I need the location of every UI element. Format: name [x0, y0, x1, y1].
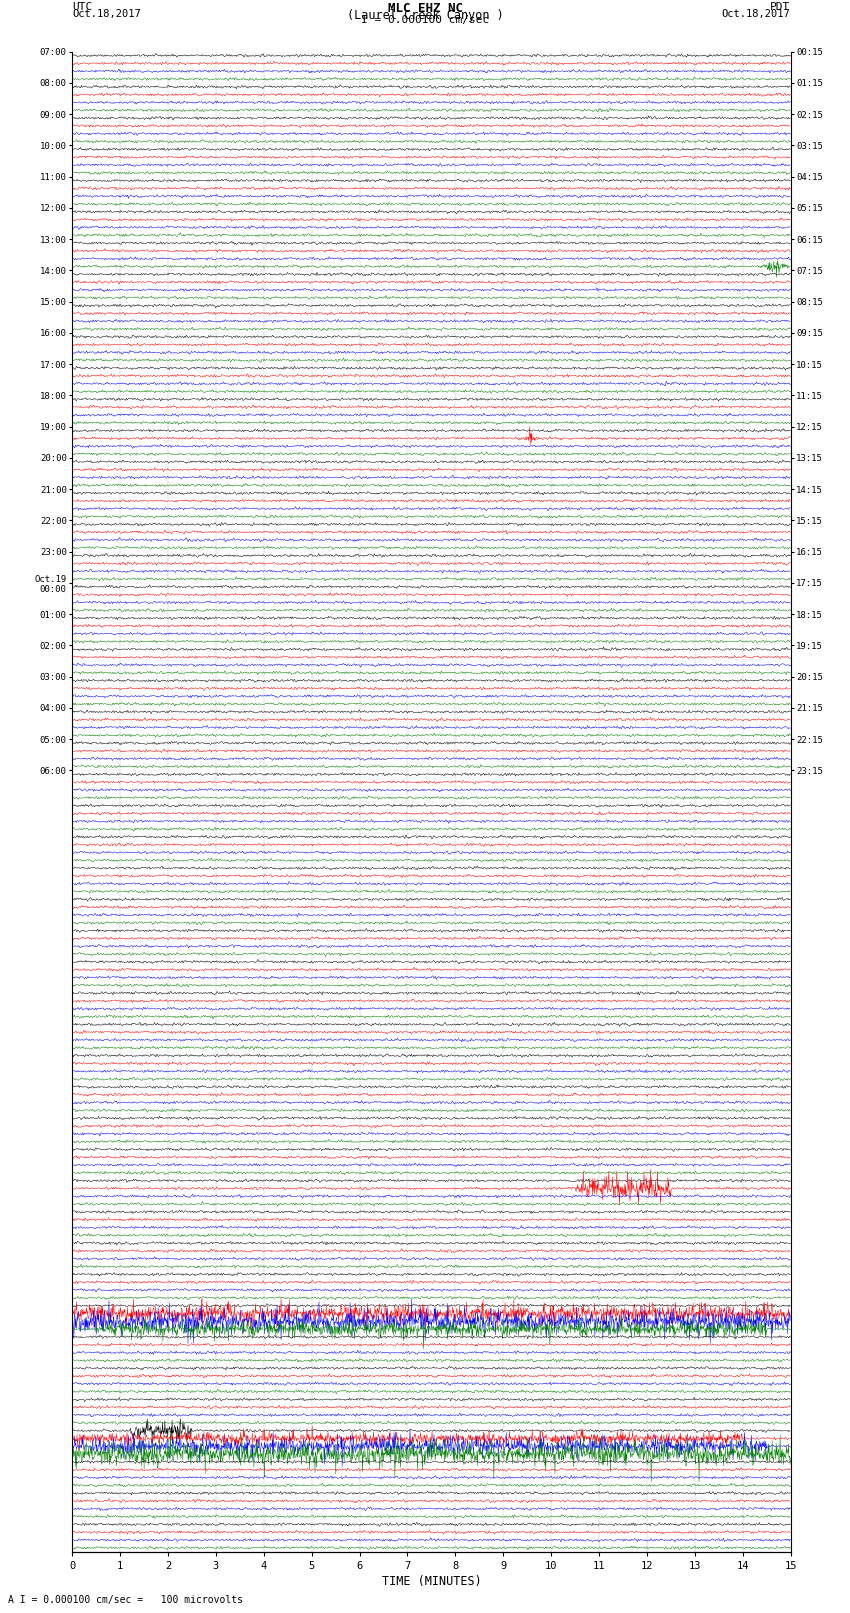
Text: Oct.18,2017: Oct.18,2017 — [722, 10, 790, 19]
Text: UTC: UTC — [72, 3, 93, 13]
Text: PDT: PDT — [770, 3, 790, 13]
Text: MLC EHZ NC: MLC EHZ NC — [388, 3, 462, 16]
Text: I = 0.000100 cm/sec: I = 0.000100 cm/sec — [361, 16, 489, 26]
X-axis label: TIME (MINUTES): TIME (MINUTES) — [382, 1574, 481, 1587]
Text: (Laurel Creek Canyon ): (Laurel Creek Canyon ) — [347, 10, 503, 23]
Text: Oct.18,2017: Oct.18,2017 — [72, 10, 141, 19]
Text: A I = 0.000100 cm/sec =   100 microvolts: A I = 0.000100 cm/sec = 100 microvolts — [8, 1595, 243, 1605]
